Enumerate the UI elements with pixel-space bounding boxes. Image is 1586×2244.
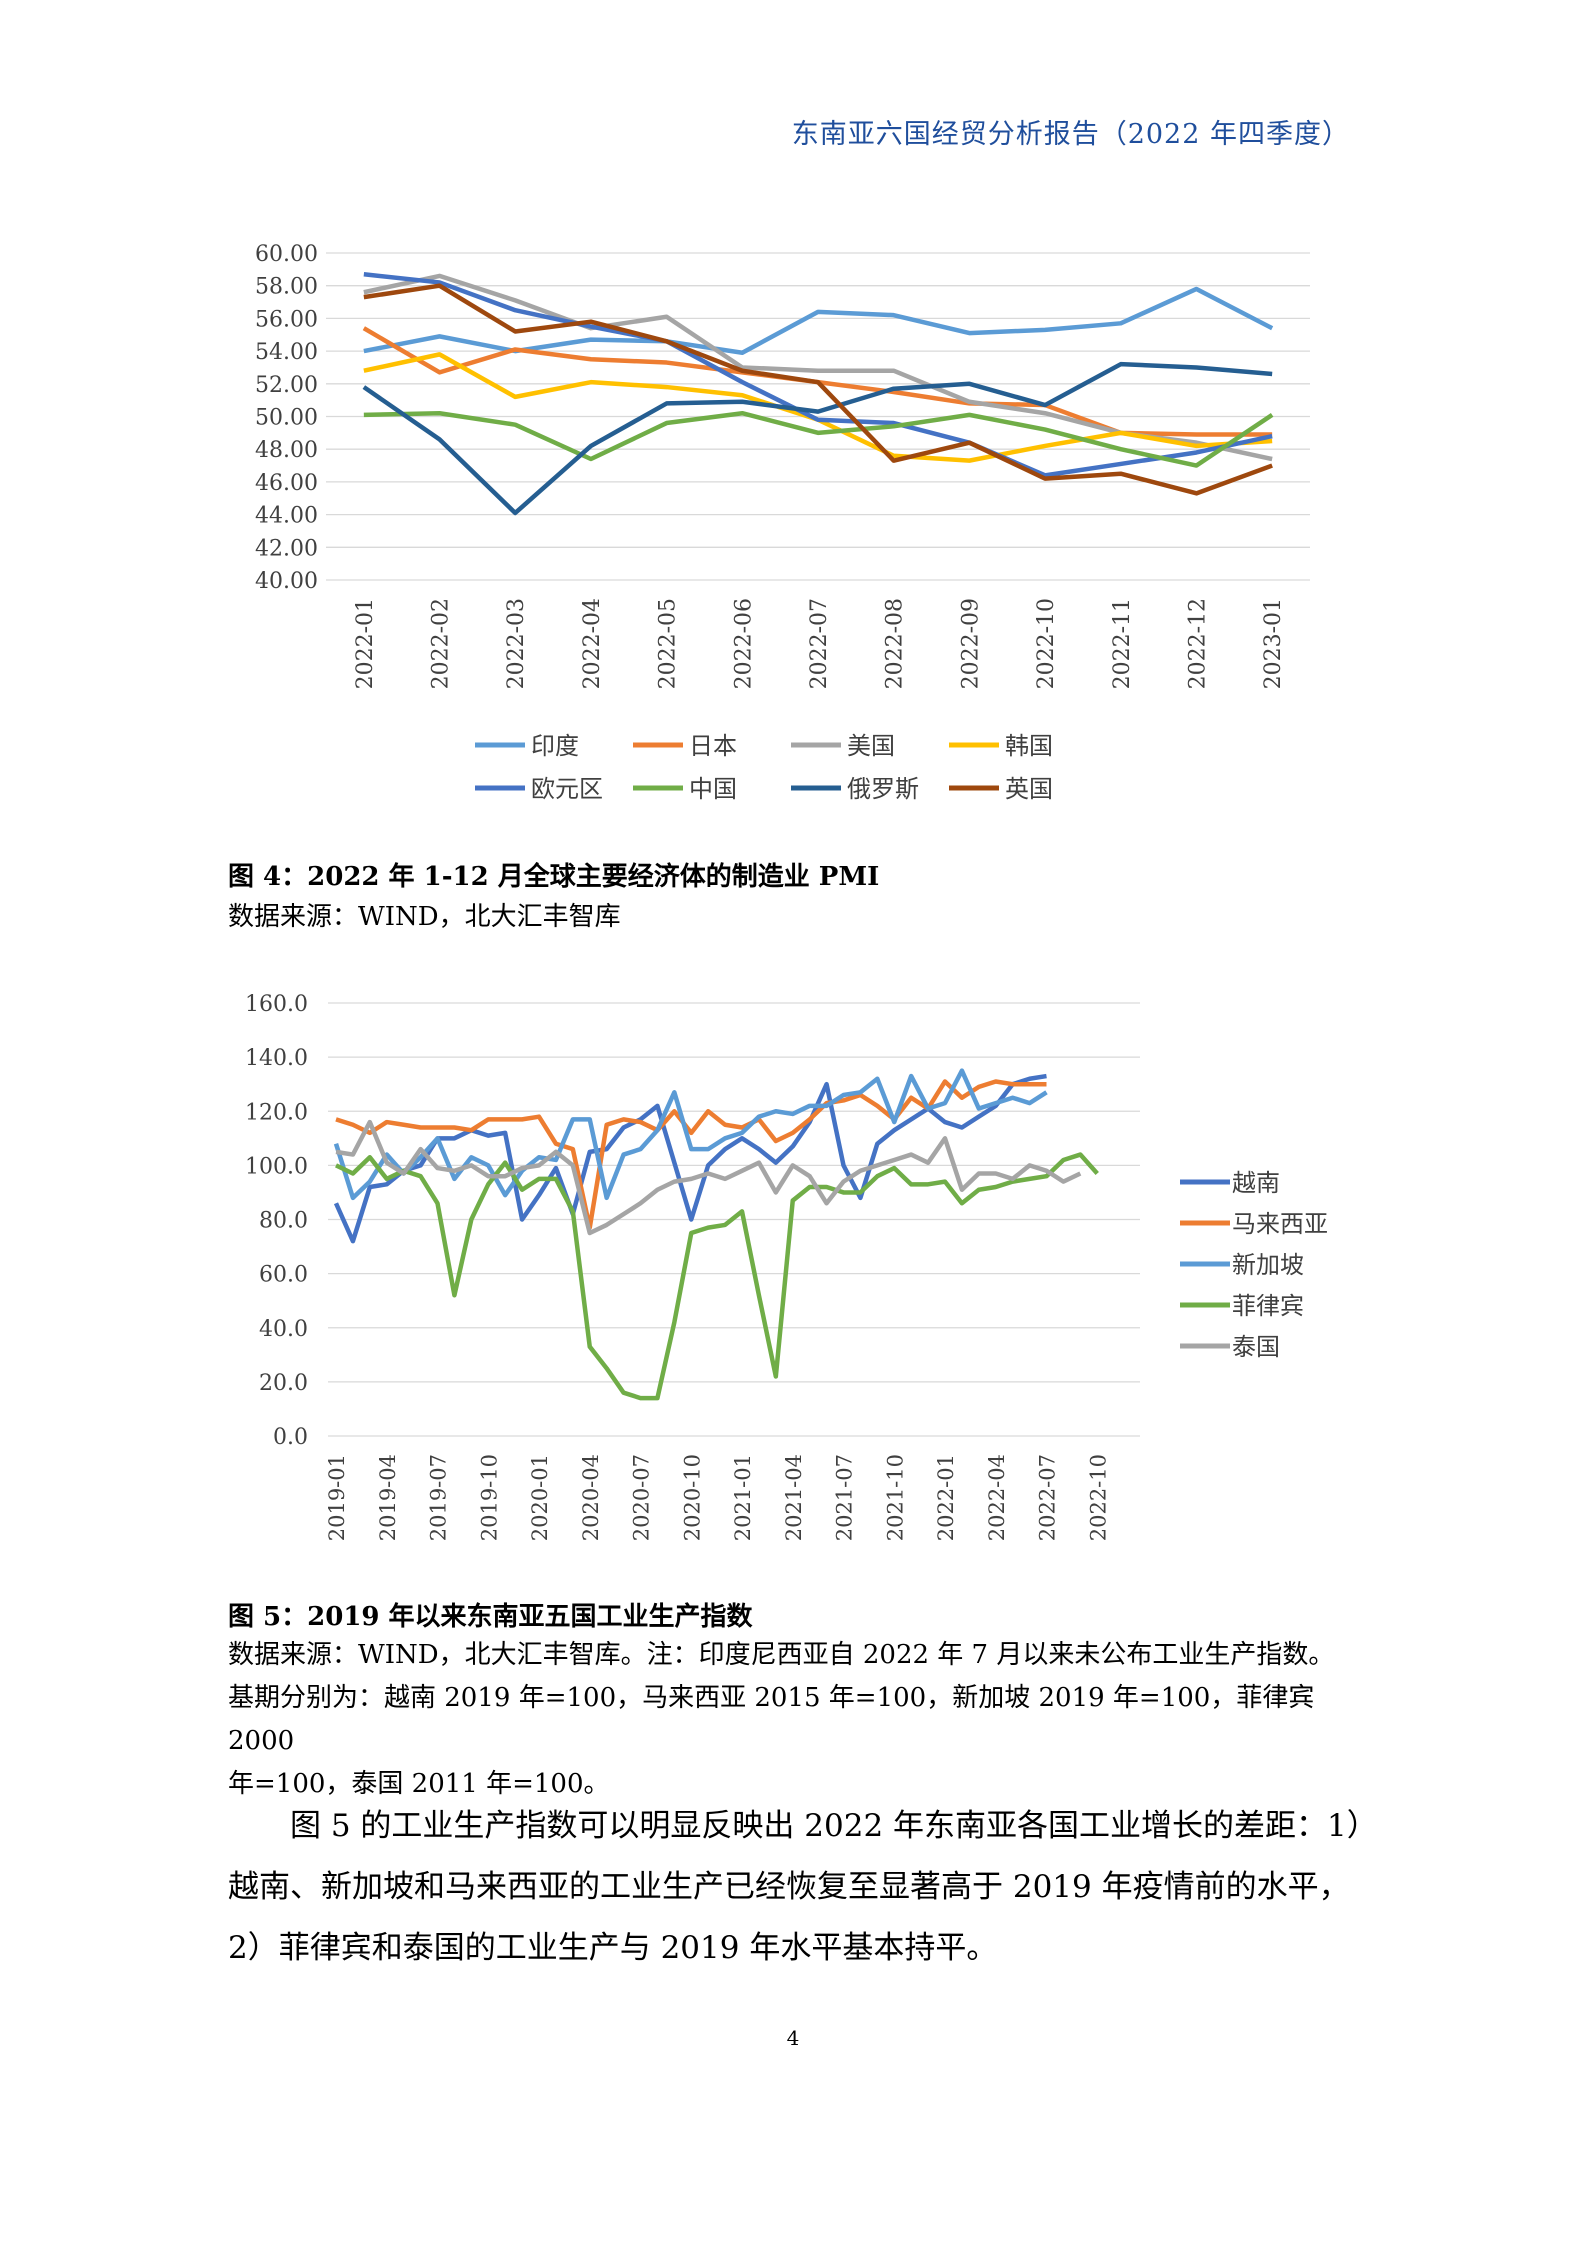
pmi-line-chart: 40.00 42.00 44.00 46.00 48.00 50.00 52.00 54.00… [255,242,1310,803]
series-line [335,1119,1082,1236]
x-tick-label: 2022-07 [1036,1454,1060,1541]
y-tick-label: 54.00 [255,340,318,365]
legend-label: 新加坡 [1232,1251,1304,1279]
series-line [363,283,1273,496]
x-tick-label: 2022-02 [429,598,454,689]
series-line [362,361,1273,516]
body-paragraph: 图 5 的工业生产指数可以明显反映出 2022 年东南亚各国工业增长的差距：1）… [228,1796,1378,1979]
legend-label: 英国 [1005,775,1053,803]
legend-label: 马来西亚 [1232,1210,1328,1238]
y-tick-label: 140.0 [245,1046,308,1071]
series-line [363,410,1274,468]
y-tick-label: 100.0 [245,1154,308,1179]
legend-label: 美国 [847,732,895,760]
y-tick-label: 42.00 [255,536,318,561]
y-tick-label: 40.00 [255,569,318,594]
legend-label: 欧元区 [531,775,603,803]
x-tick-label: 2022-04 [580,598,605,689]
y-tick-label: 80.0 [259,1209,308,1234]
x-tick-label: 2022-08 [883,598,908,689]
y-tick-label: 44.00 [255,504,318,529]
y-tick-label: 50.00 [255,406,318,431]
y-tick-label: 0.0 [273,1425,308,1450]
y-tick-label: 40.0 [259,1317,308,1342]
y-tick-label: 52.00 [255,373,318,398]
series-line [363,272,1273,478]
x-tick-label: 2022-04 [985,1454,1009,1541]
x-tick-label: 2022-05 [656,598,681,689]
y-tick-label: 48.00 [255,438,318,463]
x-tick-label: 2020-01 [528,1454,552,1541]
page-number: 4 [786,2026,800,2050]
x-tick-label: 2019-04 [376,1454,400,1541]
legend-label: 菲律宾 [1232,1292,1304,1320]
x-tick-label: 2022-01 [934,1454,958,1541]
legend-label: 韩国 [1005,732,1053,760]
legend-label: 泰国 [1232,1333,1280,1361]
figure5-source-line3: 年=100，泰国 2011 年=100。 [228,1769,610,1799]
x-tick-label: 2022-07 [807,598,832,689]
body-line2: 越南、新加坡和马来西亚的工业生产已经恢复至显著高于 2019 年疫情前的水平， [228,1869,1350,1905]
x-tick-label: 2020-07 [630,1454,654,1541]
x-tick-label: 2022-10 [1086,1454,1110,1541]
x-tick-label: 2019-07 [427,1454,451,1541]
legend-label: 印度 [531,732,579,760]
figure5-source: 数据来源：WIND，北大汇丰智库。注：印度尼西亚自 2022 年 7 月以来未公… [228,1634,1368,1806]
x-tick-label: 2021-10 [883,1454,907,1541]
x-tick-label: 2022-12 [1185,598,1210,689]
x-tick-label: 2019-10 [477,1454,501,1541]
x-tick-label: 2022-11 [1110,598,1135,689]
y-tick-label: 20.0 [259,1371,308,1396]
x-tick-label: 2022-01 [353,598,378,689]
y-tick-label: 58.00 [255,275,318,300]
x-tick-label: 2019-01 [325,1454,349,1541]
y-tick-label: 46.00 [255,471,318,496]
legend-label: 中国 [689,775,737,803]
figure5-source-line1: 数据来源：WIND，北大汇丰智库。注：印度尼西亚自 2022 年 7 月以来未公… [228,1640,1335,1670]
y-tick-label: 160.0 [245,992,308,1017]
figure4-caption: 图 4：2022 年 1-12 月全球主要经济体的制造业 PMI [228,862,880,892]
figure5-source-line2: 基期分别为：越南 2019 年=100，马来西亚 2015 年=100，新加坡 … [228,1683,1315,1756]
legend-label: 俄罗斯 [847,775,919,803]
body-line3: 2）菲律宾和泰国的工业生产与 2019 年水平基本持平。 [228,1930,998,1966]
x-tick-label: 2021-04 [782,1454,806,1541]
x-tick-label: 2020-04 [579,1454,603,1541]
series-line [335,1152,1099,1401]
report-header: 东南亚六国经贸分析报告（2022 年四季度） [791,119,1350,150]
y-tick-label: 56.00 [255,307,318,332]
body-line1: 图 5 的工业生产指数可以明显反映出 2022 年东南亚各国工业增长的差距：1） [290,1808,1378,1844]
y-tick-label: 120.0 [245,1100,308,1125]
figure5-caption: 图 5：2019 年以来东南亚五国工业生产指数 [228,1602,753,1632]
x-tick-label: 2021-07 [833,1454,857,1541]
legend-label: 日本 [689,732,737,760]
y-tick-label: 60.00 [255,242,318,267]
x-tick-label: 2022-06 [731,598,756,689]
figure4-source: 数据来源：WIND，北大汇丰智库 [228,902,621,932]
industrial-production-chart: 0.0 20.0 40.0 60.0 80.0 100.0 120.0 140.0 160.0 2… [245,992,1328,1541]
x-tick-label: 2022-03 [504,598,529,689]
series-line [333,1068,1048,1201]
series-line [333,1073,1047,1244]
x-tick-label: 2022-10 [1034,598,1059,689]
y-tick-label: 60.0 [259,1263,308,1288]
x-tick-label: 2023-01 [1261,598,1286,689]
x-tick-label: 2021-01 [731,1454,755,1541]
x-tick-label: 2022-09 [958,598,983,689]
x-tick-label: 2020-10 [680,1454,704,1541]
legend-label: 越南 [1232,1169,1280,1197]
